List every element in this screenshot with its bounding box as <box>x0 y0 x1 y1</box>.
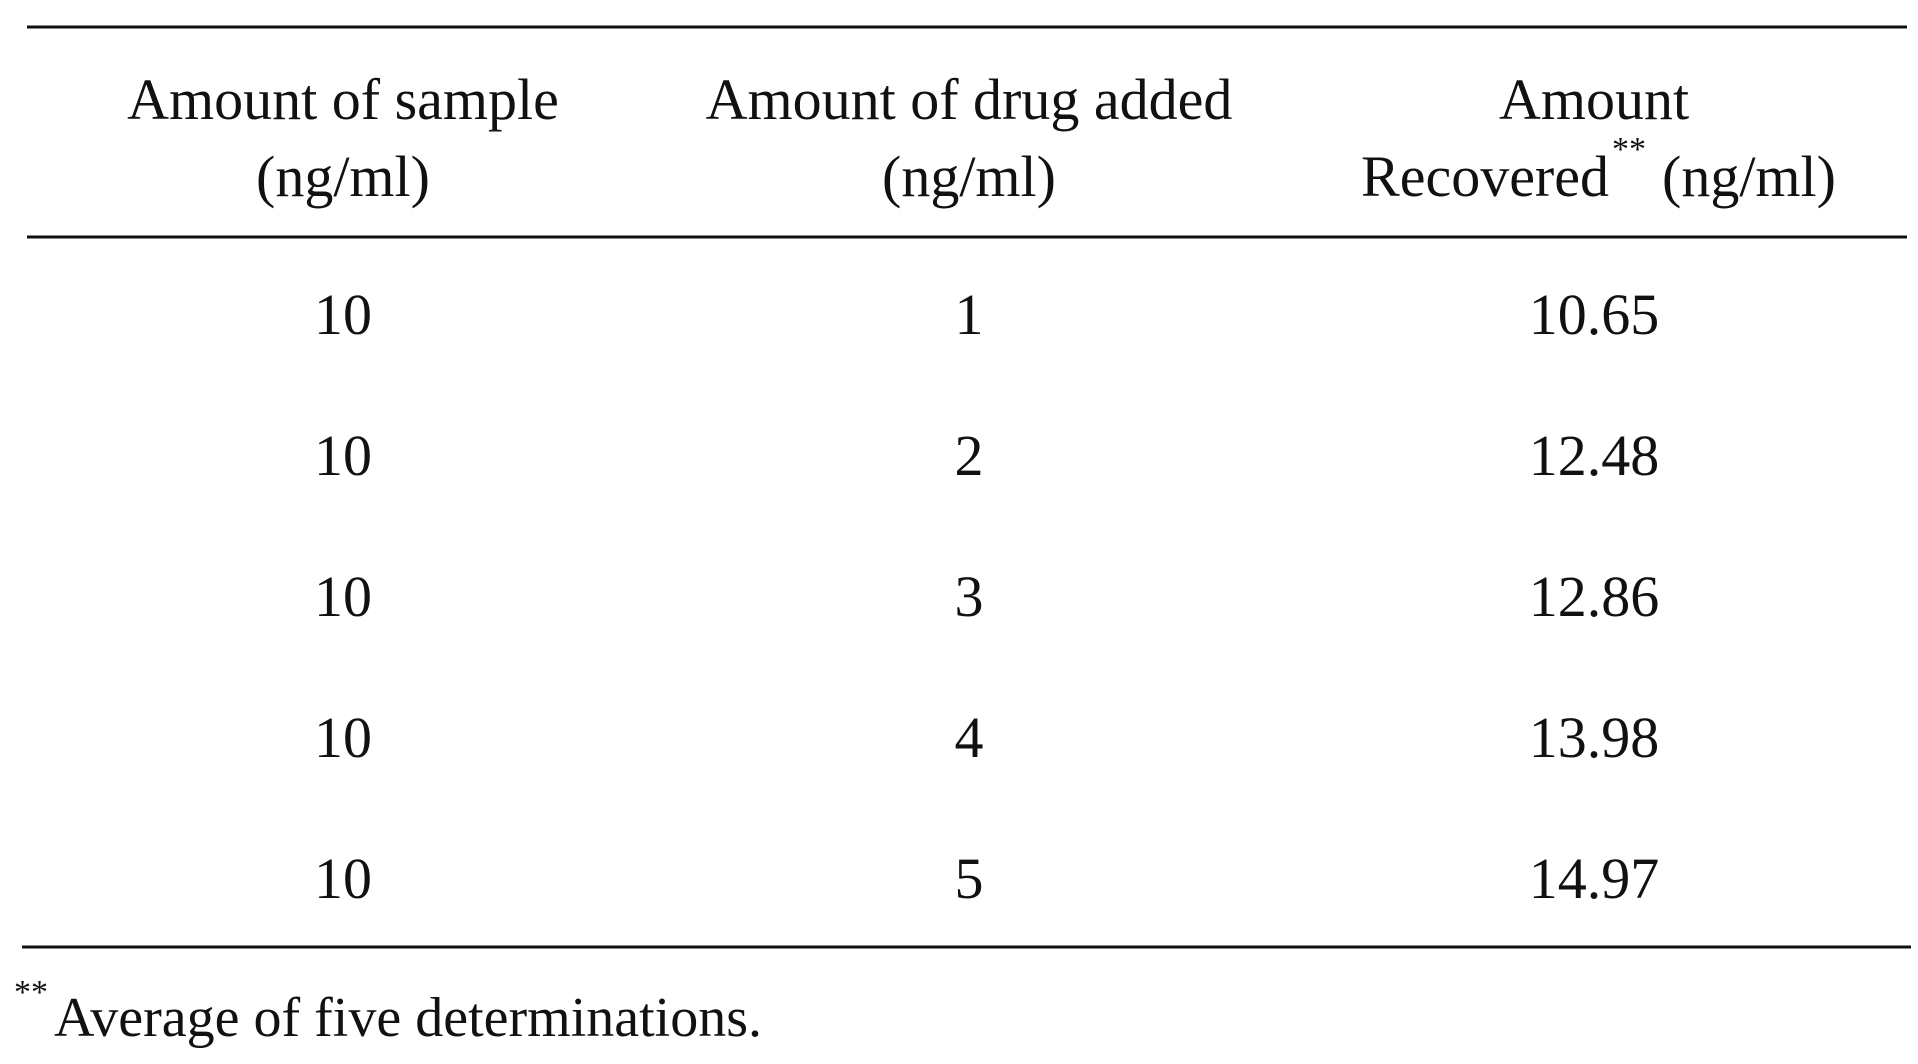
footnote-mark: ** <box>14 974 48 1011</box>
cell-text: 10 <box>314 564 372 629</box>
cell-text: 10 <box>314 705 372 770</box>
cell-text: 10 <box>314 282 372 347</box>
header-text: (ng/ml) <box>256 144 430 209</box>
cell-text: 2 <box>955 423 984 488</box>
cell-text: 10 <box>314 423 372 488</box>
header-footnote-mark: ** <box>1612 131 1646 168</box>
cell-text: 4 <box>955 705 984 770</box>
cell-text: 1 <box>955 282 984 347</box>
footnote-text: Average of five determinations. <box>54 987 762 1049</box>
header-text: Recovered <box>1361 144 1609 209</box>
cell-text: 10.65 <box>1529 282 1660 347</box>
cell-text: 12.86 <box>1529 564 1660 629</box>
cell-text: 10 <box>314 846 372 911</box>
header-text: Amount of sample <box>127 67 559 132</box>
header-text: (ng/ml) <box>1662 144 1836 209</box>
header-text: (ng/ml) <box>882 144 1056 209</box>
header-text: Amount <box>1499 67 1689 132</box>
cell-text: 14.97 <box>1529 846 1660 911</box>
cell-text: 12.48 <box>1529 423 1660 488</box>
cell-text: 3 <box>955 564 984 629</box>
cell-text: 5 <box>955 846 984 911</box>
cell-text: 13.98 <box>1529 705 1660 770</box>
header-text: Amount of drug added <box>706 67 1233 132</box>
